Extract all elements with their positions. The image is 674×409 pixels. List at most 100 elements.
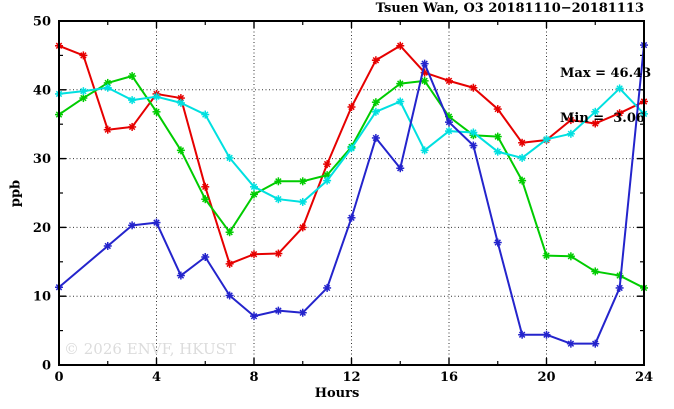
data-point-marker-red — [347, 103, 356, 111]
data-point-marker-blue — [420, 59, 429, 68]
marker-stroke — [543, 252, 550, 259]
y-tick-label: 20 — [33, 221, 51, 236]
marker-stroke — [250, 191, 258, 198]
x-tick-label: 20 — [537, 370, 555, 385]
marker-stroke — [323, 177, 331, 184]
data-point-marker-cyan — [201, 110, 210, 119]
marker-stroke — [104, 79, 111, 87]
data-point-marker-cyan — [371, 107, 380, 116]
data-point-marker-red — [493, 105, 502, 114]
data-point-marker-green — [79, 94, 88, 103]
x-axis-label: Hours — [314, 386, 360, 401]
data-point-marker-green — [518, 176, 527, 185]
marker-stroke — [372, 98, 380, 106]
data-point-marker-green — [420, 76, 429, 85]
marker-stroke — [567, 253, 575, 260]
data-point-marker-blue — [152, 218, 161, 227]
data-point-marker-green — [225, 228, 234, 237]
marker-stroke — [202, 183, 209, 191]
data-point-marker-blue — [566, 339, 575, 348]
data-point-marker-blue — [103, 241, 112, 250]
marker-stroke — [275, 250, 282, 257]
data-point-marker-green — [152, 107, 161, 116]
data-point-marker-cyan — [250, 182, 258, 191]
data-point-marker-cyan — [445, 127, 453, 136]
marker-stroke — [567, 116, 575, 124]
marker-stroke — [275, 178, 282, 185]
data-point-marker-green — [493, 132, 502, 141]
data-point-marker-blue — [445, 118, 453, 127]
x-tick-label: 12 — [342, 370, 360, 385]
data-point-marker-cyan — [225, 153, 234, 162]
data-point-marker-blue — [396, 164, 405, 173]
data-point-marker-red — [128, 122, 137, 131]
data-point-marker-green — [371, 98, 380, 107]
marker-stroke — [202, 195, 209, 203]
marker-stroke — [372, 56, 380, 64]
marker-stroke — [275, 195, 282, 203]
marker-stroke — [518, 177, 526, 184]
marker-stroke — [421, 77, 428, 85]
marker-stroke — [299, 224, 306, 231]
data-point-marker-cyan — [591, 107, 600, 116]
data-point-marker-blue — [250, 312, 258, 321]
data-point-marker-blue — [591, 339, 600, 348]
y-tick-label: 40 — [33, 83, 51, 98]
data-point-marker-green — [274, 177, 283, 186]
stats-box: Max = 46.43 Min = 3.06 — [560, 36, 651, 156]
data-point-marker-red — [225, 259, 234, 268]
marker-stroke — [592, 340, 599, 347]
marker-stroke — [372, 134, 380, 142]
data-point-marker-red — [615, 109, 624, 118]
y-tick-label: 0 — [42, 359, 51, 374]
marker-stroke — [470, 129, 477, 136]
data-point-marker-red — [518, 138, 527, 147]
data-point-marker-red — [396, 41, 405, 50]
marker-stroke — [104, 126, 111, 133]
data-point-marker-cyan — [469, 128, 478, 137]
marker-stroke — [104, 84, 111, 91]
data-point-marker-cyan — [128, 96, 137, 105]
marker-stroke — [397, 98, 404, 105]
data-point-marker-green — [250, 190, 258, 199]
data-point-marker-red — [371, 56, 380, 65]
data-point-marker-red — [250, 250, 258, 259]
data-point-marker-cyan — [493, 147, 502, 156]
data-point-marker-red — [298, 223, 307, 232]
data-point-marker-cyan — [542, 135, 551, 144]
marker-stroke — [518, 139, 526, 147]
data-point-marker-cyan — [298, 197, 307, 206]
marker-stroke — [494, 148, 501, 155]
marker-stroke — [299, 309, 306, 316]
data-point-marker-cyan — [347, 144, 356, 153]
marker-stroke — [226, 228, 233, 236]
data-point-marker-cyan — [420, 146, 429, 155]
marker-stroke — [592, 268, 599, 275]
data-point-marker-cyan — [103, 83, 112, 92]
data-point-marker-green — [201, 195, 210, 204]
y-tick-label: 50 — [33, 15, 51, 30]
marker-stroke — [299, 178, 306, 185]
data-point-marker-green — [298, 177, 307, 186]
marker-stroke — [348, 214, 355, 221]
data-point-marker-cyan — [566, 129, 575, 138]
marker-stroke — [397, 165, 404, 172]
data-point-marker-red — [469, 83, 478, 92]
data-point-marker-green — [176, 146, 185, 155]
data-point-marker-blue — [323, 283, 332, 292]
data-point-marker-blue — [615, 283, 624, 292]
y-tick-label: 10 — [33, 290, 51, 305]
data-point-marker-red — [79, 51, 88, 60]
marker-stroke — [299, 198, 306, 206]
marker-stroke — [323, 284, 331, 292]
marker-stroke — [616, 284, 623, 292]
marker-stroke — [177, 272, 185, 279]
marker-stroke — [421, 147, 428, 154]
marker-stroke — [275, 307, 282, 314]
marker-stroke — [323, 160, 331, 168]
data-point-marker-cyan — [323, 176, 332, 185]
marker-stroke — [250, 183, 258, 191]
marker-stroke — [494, 105, 501, 113]
data-point-marker-cyan — [396, 97, 405, 106]
